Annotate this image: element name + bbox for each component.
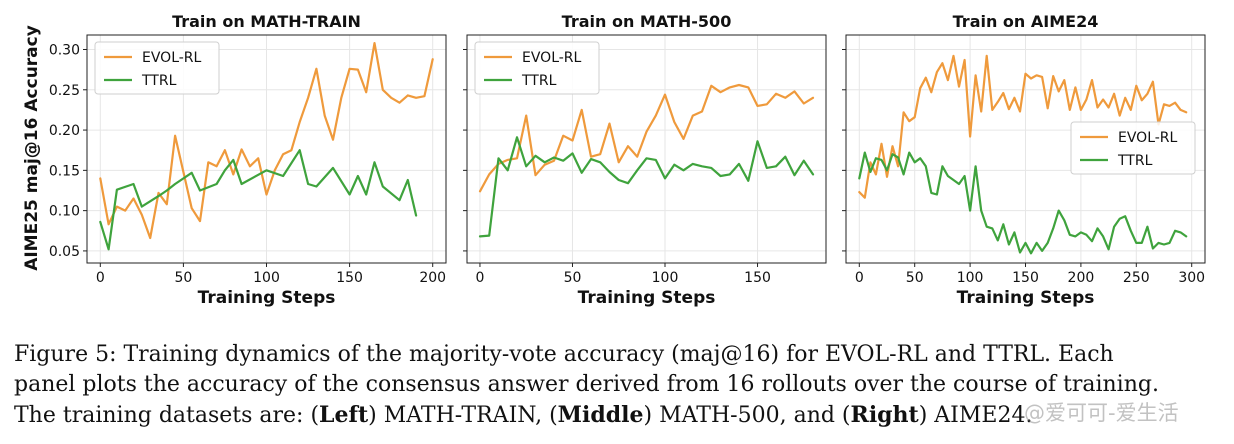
x-tick-label: 0 [96,270,105,286]
y-tick-label: 0.25 [49,83,80,99]
chart-panel-3: 0 50 100 150 200 250 300 Train on AIME24 Trainin… [842,12,1206,308]
caption-bold-middle: Middle [557,402,644,428]
legend: EVOL-RL TTRL [474,41,600,95]
x-tick-label: 50 [174,270,192,286]
series-line-evol-rl [858,54,1188,199]
caption-line-1: Figure 5: Training dynamics of the major… [14,342,1114,367]
series-line-ttrl [478,136,815,238]
x-tick-label: 100 [253,270,280,286]
caption-bold-right: Right [850,402,919,428]
series-line-ttrl [99,149,418,251]
caption-text: ) MATH-500, and ( [643,403,851,428]
caption-bold-left: Left [319,402,369,428]
watermark-text: @爱可可-爱生活 [1024,401,1179,425]
caption-text: The training datasets are: ( [14,403,320,428]
panel-title: Train on MATH-TRAIN [172,12,361,31]
y-tick-label: 0.20 [49,123,80,139]
legend-label: TTRL [141,73,177,89]
figure-area: AIME25 maj@16 Accuracy 0 50 100 150 2000.050… [22,12,1206,308]
x-tick-label: 50 [906,270,924,286]
caption-line-2: panel plots the accuracy of the consensu… [14,372,1159,397]
series-line-evol-rl [478,83,815,193]
caption-text: ) MATH-TRAIN, ( [368,403,558,428]
chart-panel-2: 0 50 100 150 Train on MATH-500 Training Steps… [463,12,827,308]
panel-title: Train on AIME24 [953,12,1099,31]
x-axis-label: Training Steps [578,288,716,308]
y-tick-label: 0.15 [49,163,80,179]
x-tick-label: 200 [1068,270,1095,286]
chart-panel-1: 0 50 100 150 200 0.05 0.10 0.15 0.20 0.25 0.30 Trai… [49,12,447,308]
legend-label: TTRL [1117,153,1153,169]
legend-label: EVOL-RL [522,50,582,66]
x-tick-label: 150 [744,270,771,286]
x-tick-label: 100 [957,270,984,286]
x-tick-label: 0 [855,270,864,286]
x-tick-label: 50 [564,270,582,286]
legend: EVOL-RL TTRL [94,41,220,95]
x-tick-label: 100 [652,270,679,286]
series-line-ttrl [858,151,1188,255]
x-tick-label: 150 [1012,270,1039,286]
legend-label: EVOL-RL [1118,130,1178,146]
legend-label: TTRL [521,73,557,89]
y-tick-label: 0.05 [49,244,80,260]
x-axis-label: Training Steps [957,288,1095,308]
plot-frame [466,34,827,264]
y-tick-label: 0.10 [49,204,80,220]
legend: EVOL-RL TTRL [1070,121,1196,175]
figure-caption: Figure 5: Training dynamics of the major… [14,340,1226,431]
x-tick-label: 150 [336,270,363,286]
y-axis-label: AIME25 maj@16 Accuracy [22,25,42,271]
panel-title: Train on MATH-500 [562,12,732,31]
legend-label: EVOL-RL [142,50,202,66]
caption-line-3: The training datasets are: (Left) MATH-T… [14,400,1226,431]
x-axis-label: Training Steps [198,288,336,308]
x-tick-label: 300 [1178,270,1205,286]
x-tick-label: 200 [419,270,446,286]
x-tick-label: 250 [1123,270,1150,286]
y-tick-label: 0.30 [49,43,80,59]
x-tick-label: 0 [475,270,484,286]
series-line-evol-rl [99,41,434,240]
caption-text: ) AIME24. [918,403,1033,428]
